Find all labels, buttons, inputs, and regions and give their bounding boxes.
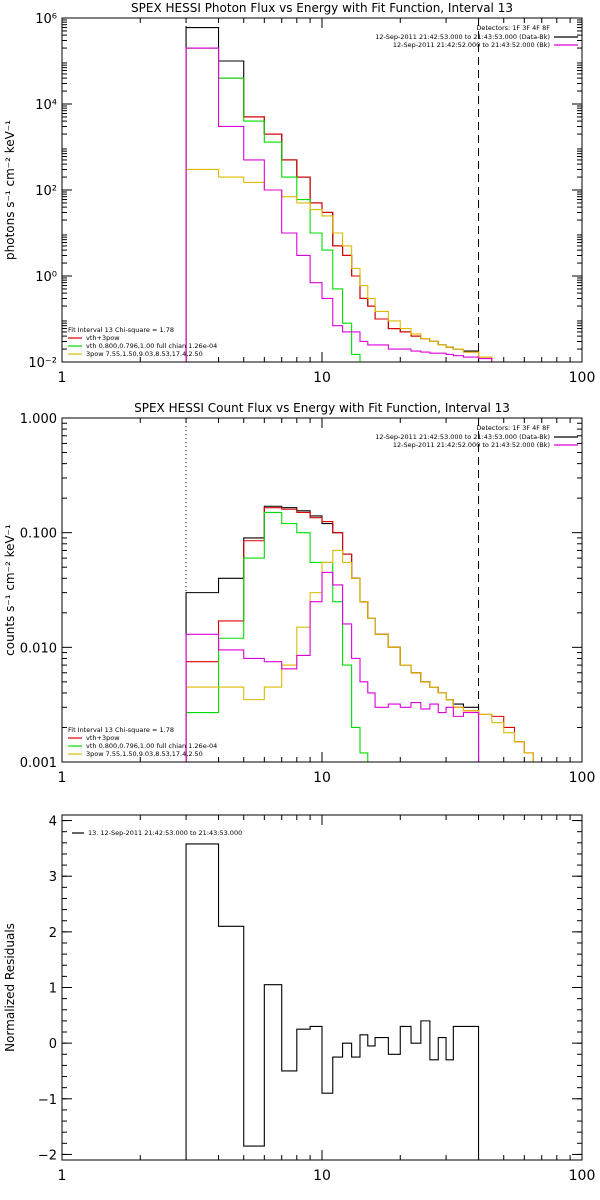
x-tick-label: 1 <box>58 770 67 786</box>
info-line-1: 12-Sep-2011 21:42:53.000 to 21:43:53.000… <box>375 433 550 441</box>
y-tick-label: 3 <box>49 870 57 885</box>
series-line-3 <box>185 511 376 762</box>
y-tick-label: 0.001 <box>20 756 57 771</box>
fit-legend-entry-3: 3pow 7.55,1.50,9.03,8.53,17.4,2.50 <box>86 750 203 758</box>
y-tick-label: −1 <box>38 1093 57 1108</box>
y-tick-label: 10⁰ <box>35 270 57 285</box>
info-line-2: 12-Sep-2011 21:42:52.000 to 21:43:52.000… <box>393 441 550 449</box>
fit-legend-entry-3: 3pow 7.55,1.50,9.03,8.53,17.4,2.50 <box>86 350 203 358</box>
series-line-5 <box>185 571 493 762</box>
x-tick-label: 100 <box>569 770 596 786</box>
residual-legend-text: 13. 12-Sep-2011 21:42:53.000 to 21:43:53… <box>88 829 242 837</box>
y-tick-label: 0.010 <box>20 641 57 656</box>
y-tick-label: 10⁶ <box>35 12 57 27</box>
info-line-2: 12-Sep-2011 21:42:52.000 to 21:43:52.000… <box>393 41 550 49</box>
x-tick-label: 100 <box>569 370 596 386</box>
x-tick-label: 1 <box>58 1168 67 1184</box>
detectors-label: Detectors: 1F 3F 4F 8F <box>476 24 550 32</box>
series-line-3 <box>185 47 361 362</box>
x-tick-label: 1 <box>58 370 67 386</box>
fit-legend-header: Fit Interval 13 Chi-square = 1.78 <box>68 326 174 334</box>
x-tick-label: 100 <box>569 1168 596 1184</box>
x-tick-label: 10 <box>313 770 331 786</box>
y-tick-label: 4 <box>49 815 57 830</box>
fit-legend-entry-1: vth+3pow <box>86 734 120 742</box>
series-line-2 <box>185 47 505 362</box>
fit-legend-entry-1: vth+3pow <box>86 334 120 342</box>
info-line-1: 12-Sep-2011 21:42:53.000 to 21:43:53.000… <box>375 33 550 41</box>
y-tick-label: 0.100 <box>20 527 57 542</box>
detectors-label: Detectors: 1F 3F 4F 8F <box>476 424 550 432</box>
series-line-2 <box>185 507 543 762</box>
x-tick-label: 10 <box>313 1168 331 1184</box>
chart-title: SPEX HESSI Photon Flux vs Energy with Fi… <box>131 1 513 15</box>
chart-title: SPEX HESSI Count Flux vs Energy with Fit… <box>134 401 510 415</box>
series-line-4 <box>185 549 543 762</box>
y-tick-label: −2 <box>38 1148 57 1163</box>
y-tick-label: 10² <box>35 184 57 199</box>
y-tick-label: 10⁴ <box>35 98 57 113</box>
fit-legend-header: Fit Interval 13 Chi-square = 1.78 <box>68 726 174 734</box>
y-axis-label: counts s⁻¹ cm⁻² keV⁻¹ <box>3 524 17 656</box>
series-line-5 <box>185 47 493 362</box>
fit-legend-entry-2: vth 0.800,0.796,1.00 full chian 1.26e-04 <box>86 742 217 750</box>
series-line-4 <box>185 168 505 362</box>
chart-panel-1: SPEX HESSI Photon Flux vs Energy with Fi… <box>3 1 596 386</box>
y-tick-label: 2 <box>49 926 57 941</box>
plot-frame <box>61 17 583 363</box>
y-tick-label: 1 <box>49 982 57 997</box>
y-tick-label: 1.000 <box>20 412 57 427</box>
plot-frame <box>61 814 583 1161</box>
fit-legend-entry-2: vth 0.800,0.796,1.00 full chian 1.26e-04 <box>86 342 217 350</box>
series-line-1 <box>185 843 480 1160</box>
chart-panel-2: SPEX HESSI Count Flux vs Energy with Fit… <box>3 401 595 786</box>
series-line-1 <box>185 505 480 762</box>
y-axis-label: photons s⁻¹ cm⁻² keV⁻¹ <box>3 120 17 260</box>
y-axis-label: Normalized Residuals <box>3 923 17 1052</box>
x-tick-label: 10 <box>313 370 331 386</box>
y-tick-label: 0 <box>49 1037 57 1052</box>
plot-frame <box>61 417 583 763</box>
y-tick-label: 10⁻² <box>28 356 57 371</box>
